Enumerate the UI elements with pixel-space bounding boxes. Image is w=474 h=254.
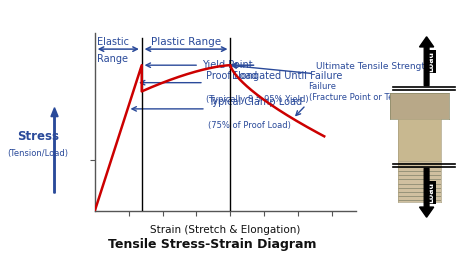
Text: Ultimate Tensile Strength: Ultimate Tensile Strength [317,61,431,71]
Text: Yield Point: Yield Point [202,60,252,70]
Text: Elastic: Elastic [98,37,129,47]
Text: Load: Load [426,51,435,72]
Text: (Tension/Load): (Tension/Load) [8,149,68,158]
Text: (Typically 8 5-95% Yield): (Typically 8 5-95% Yield) [207,94,309,104]
Text: Proof Load: Proof Load [207,71,258,81]
Text: Stress: Stress [17,130,59,143]
Text: Load: Load [426,182,435,203]
Text: Plastic Range: Plastic Range [151,37,221,47]
Text: Range: Range [98,54,128,64]
Text: Tensile Stress-Strain Diagram: Tensile Stress-Strain Diagram [108,239,316,251]
Text: Failure
(Fracture Point or Tensile Point): Failure (Fracture Point or Tensile Point… [309,82,439,102]
Text: (75% of Proof Load): (75% of Proof Load) [209,121,292,130]
X-axis label: Strain (Stretch & Elongation): Strain (Stretch & Elongation) [150,225,301,235]
Text: Elongated Until Failure: Elongated Until Failure [232,71,342,81]
Text: Typical Clamp Load: Typical Clamp Load [209,97,302,107]
